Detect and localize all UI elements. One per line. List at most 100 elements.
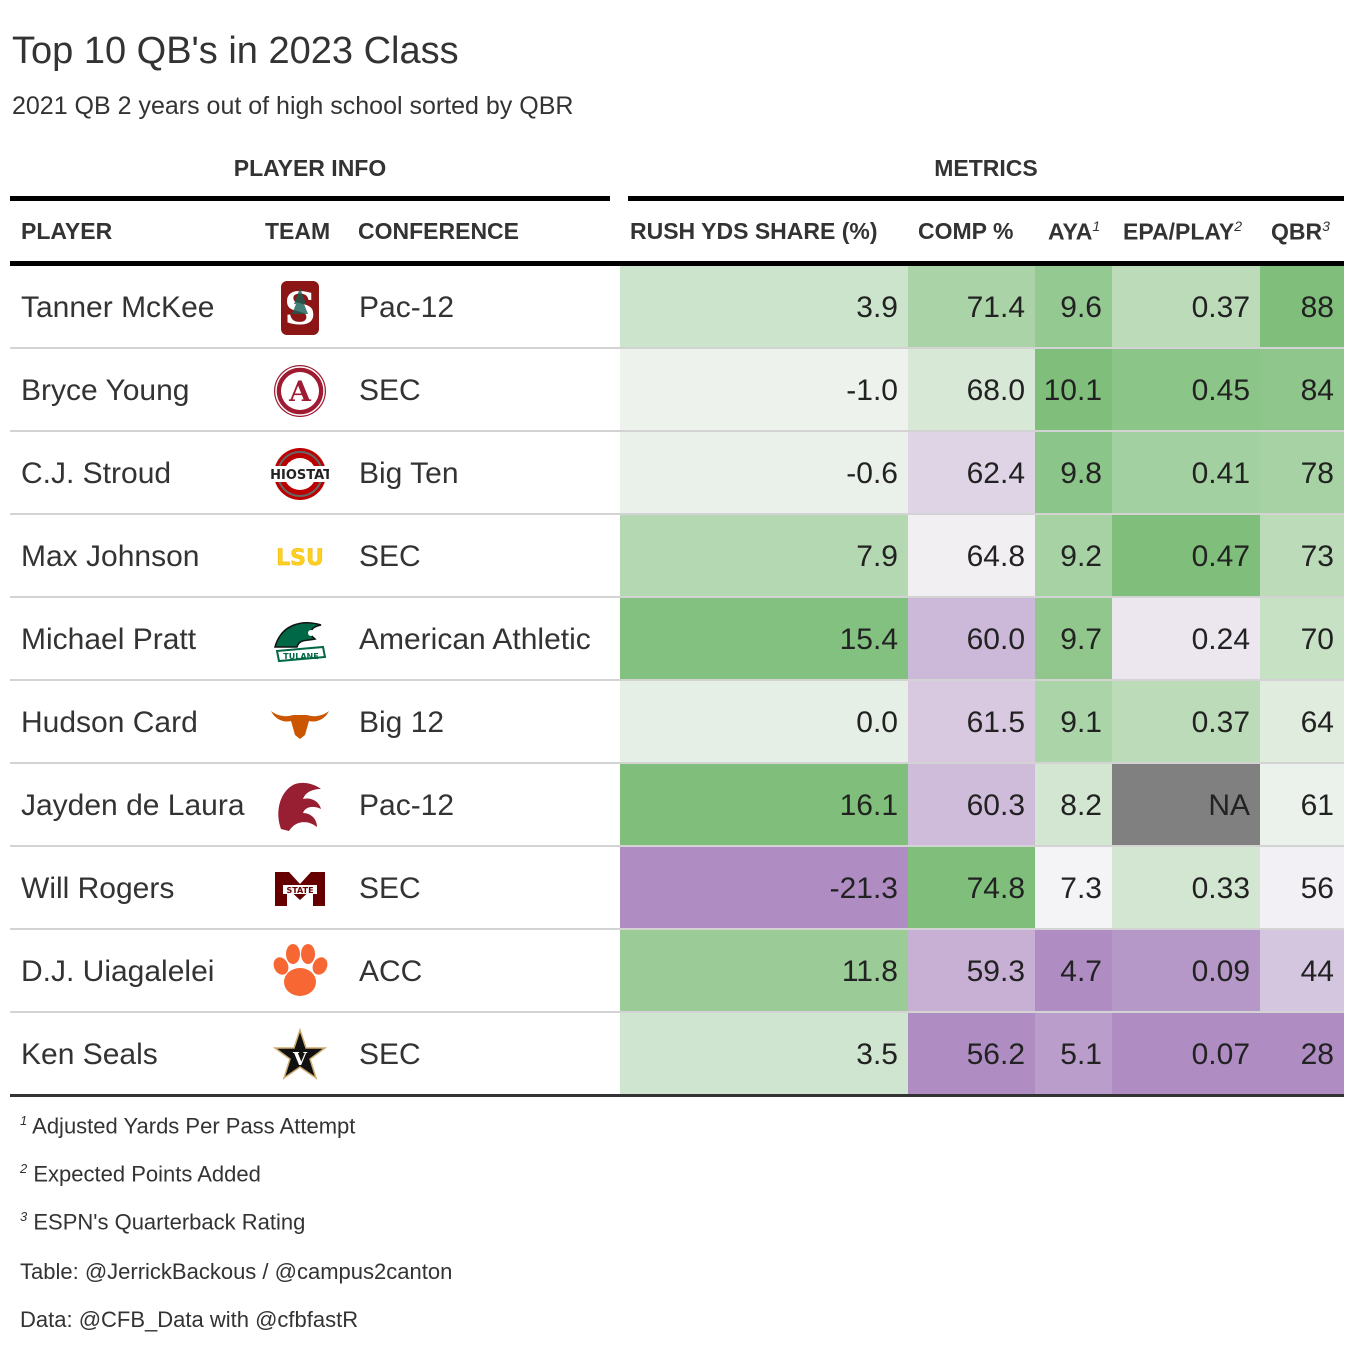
tulane-wave-logo-icon: TULANE (255, 598, 345, 681)
cell-conference: SEC (359, 373, 421, 407)
row-separator (10, 928, 1344, 930)
cell-qbr: 28 (1260, 1013, 1344, 1096)
cell-epa: 0.47 (1112, 515, 1260, 598)
table-row: 15.4 60.0 9.7 0.24 70 Michael Pratt TULANE Amer… (10, 598, 1344, 681)
cell-qbr: 44 (1260, 930, 1344, 1013)
cell-comp: 60.0 (908, 598, 1035, 681)
cell-conference: ACC (359, 954, 423, 988)
column-header-epa-label: EPA/PLAY (1123, 218, 1235, 245)
cell-comp: 61.5 (908, 681, 1035, 764)
cell-epa: 0.37 (1112, 681, 1260, 764)
cell-aya: 9.1 (1035, 681, 1112, 764)
footnote-text: Adjusted Yards Per Pass Attempt (32, 1113, 356, 1139)
footnote-mark: 3 (1322, 218, 1330, 234)
row-separator (10, 513, 1344, 515)
row-separator (10, 845, 1344, 847)
cell-epa: 0.45 (1112, 349, 1260, 432)
cell-aya: 7.3 (1035, 847, 1112, 930)
footnote-text: ESPN's Quarterback Rating (33, 1209, 306, 1235)
column-header-team: TEAM (265, 218, 331, 244)
cell-comp: 56.2 (908, 1013, 1035, 1096)
cell-comp: 59.3 (908, 930, 1035, 1013)
cell-comp: 71.4 (908, 266, 1035, 349)
cell-rush: -0.6 (620, 432, 908, 515)
cell-epa: 0.24 (1112, 598, 1260, 681)
cell-qbr: 64 (1260, 681, 1344, 764)
cell-epa: 0.37 (1112, 266, 1260, 349)
mississippi-state-m-logo-icon: STATE (255, 847, 345, 930)
cell-rush: 7.9 (620, 515, 908, 598)
row-separator (10, 596, 1344, 598)
table-row: 11.8 59.3 4.7 0.09 44 D.J. Uiagalelei ACC (10, 930, 1344, 1013)
svg-text:V: V (292, 1049, 308, 1070)
cell-rush: 0.0 (620, 681, 908, 764)
column-header-comp-pct: COMP % (918, 218, 1014, 244)
cell-conference: SEC (359, 539, 421, 573)
cell-player: Ken Seals (21, 1037, 158, 1071)
cell-player: Will Rogers (21, 871, 175, 905)
source-note-table: Table: @JerrickBackous / @campus2canton (20, 1259, 453, 1284)
table-subtitle: 2021 QB 2 years out of high school sorte… (12, 92, 574, 120)
footnote-1: 1 Adjusted Yards Per Pass Attempt (20, 1113, 355, 1139)
svg-text:OHIOSTATE: OHIOSTATE (271, 468, 329, 483)
column-header-conference: CONFERENCE (358, 218, 520, 244)
ohio-state-logo-icon: OHIOSTATE (255, 432, 345, 515)
cell-epa: 0.41 (1112, 432, 1260, 515)
footnote-mark: 1 (20, 1113, 28, 1128)
column-header-rush-yds-share: RUSH YDS SHARE (%) (630, 218, 878, 244)
alabama-a-logo-icon: A (255, 349, 345, 432)
cell-qbr: 56 (1260, 847, 1344, 930)
cell-epa: 0.07 (1112, 1013, 1260, 1096)
cell-qbr: 73 (1260, 515, 1344, 598)
cell-rush: -1.0 (620, 349, 908, 432)
cell-aya: 9.6 (1035, 266, 1112, 349)
clemson-paw-logo-icon (255, 930, 345, 1013)
column-header-aya: AYA1 (1048, 218, 1100, 246)
row-separator (10, 1011, 1344, 1013)
table-bottom-rule (10, 1094, 1344, 1097)
cell-epa: 0.09 (1112, 930, 1260, 1013)
table-title: Top 10 QB's in 2023 Class (12, 30, 459, 72)
cell-conference: SEC (359, 871, 421, 905)
cell-conference: Pac-12 (359, 788, 455, 822)
cell-qbr: 61 (1260, 764, 1344, 847)
row-separator (10, 679, 1344, 681)
cell-comp: 60.3 (908, 764, 1035, 847)
column-header-qbr-label: QBR (1271, 218, 1323, 245)
cell-conference: SEC (359, 1037, 421, 1071)
cell-qbr: 84 (1260, 349, 1344, 432)
footnote-mark: 3 (20, 1209, 28, 1224)
table-row: -21.3 74.8 7.3 0.33 56 Will Rogers STATE SEC (10, 847, 1344, 930)
svg-text:A: A (288, 375, 312, 408)
cell-comp: 68.0 (908, 349, 1035, 432)
cell-comp: 62.4 (908, 432, 1035, 515)
column-header-epa-play: EPA/PLAY2 (1123, 218, 1242, 246)
texas-longhorn-logo-icon (255, 681, 345, 764)
cell-aya: 9.2 (1035, 515, 1112, 598)
cell-aya: 4.7 (1035, 930, 1112, 1013)
svg-text:LSU: LSU (276, 546, 324, 571)
cell-player: Tanner McKee (21, 290, 215, 324)
cell-rush: 11.8 (620, 930, 908, 1013)
footnote-mark: 2 (1234, 218, 1243, 234)
row-separator (10, 430, 1344, 432)
cell-aya: 8.2 (1035, 764, 1112, 847)
washington-state-cougar-logo-icon (255, 764, 345, 847)
cell-aya: 9.7 (1035, 598, 1112, 681)
cell-comp: 74.8 (908, 847, 1035, 930)
cell-player: Max Johnson (21, 539, 200, 573)
footnote-mark: 2 (20, 1161, 28, 1176)
spanner-player-info: PLAYER INFO (233, 155, 387, 181)
cell-qbr: 88 (1260, 266, 1344, 349)
cell-epa: 0.33 (1112, 847, 1260, 930)
spanner-metrics: METRICS (934, 155, 1038, 181)
cell-conference: Big Ten (359, 456, 459, 490)
table-row: 0.0 61.5 9.1 0.37 64 Hudson Card Big 12 (10, 681, 1344, 764)
cell-qbr: 78 (1260, 432, 1344, 515)
footnote-2: 2 Expected Points Added (20, 1161, 261, 1187)
row-separator (10, 347, 1344, 349)
table-row: 7.9 64.8 9.2 0.47 73 Max Johnson LSU SEC (10, 515, 1344, 598)
spanner-metrics-rule (628, 196, 1344, 201)
